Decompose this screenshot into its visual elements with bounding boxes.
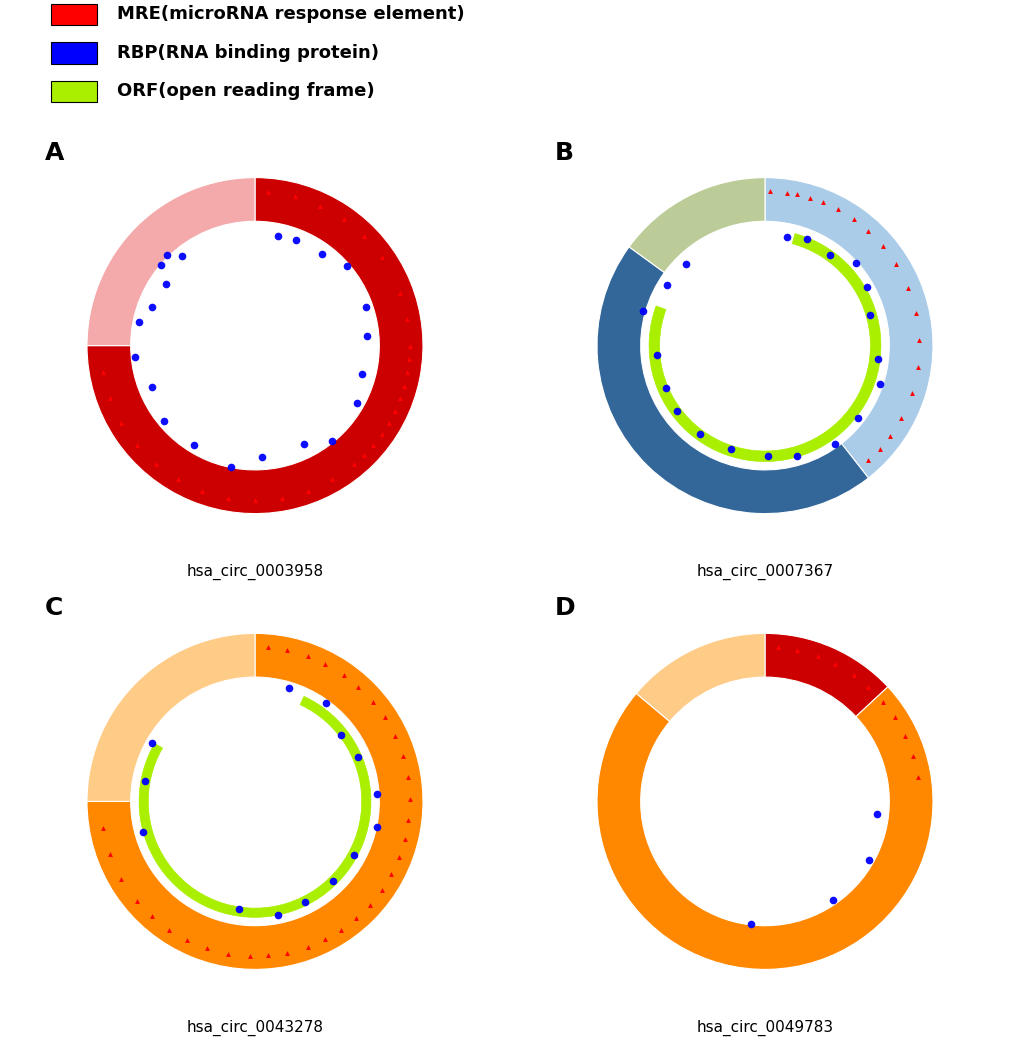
Text: hsa_circ_0049783: hsa_circ_0049783 — [696, 1020, 833, 1036]
Wedge shape — [629, 178, 764, 272]
Wedge shape — [87, 634, 255, 801]
Wedge shape — [596, 247, 867, 514]
Wedge shape — [87, 178, 423, 514]
Bar — [51, 81, 97, 102]
Wedge shape — [87, 178, 255, 346]
Wedge shape — [596, 687, 932, 970]
Wedge shape — [648, 233, 880, 461]
Wedge shape — [764, 634, 887, 717]
Wedge shape — [636, 634, 764, 722]
Text: ORF(open reading frame): ORF(open reading frame) — [117, 82, 375, 100]
Wedge shape — [139, 696, 371, 917]
Text: MRE(microRNA response element): MRE(microRNA response element) — [117, 5, 465, 23]
Text: hsa_circ_0043278: hsa_circ_0043278 — [186, 1020, 323, 1036]
Text: hsa_circ_0007367: hsa_circ_0007367 — [696, 564, 833, 580]
Bar — [51, 42, 97, 64]
Text: B: B — [554, 141, 574, 164]
Text: A: A — [45, 141, 64, 164]
Wedge shape — [764, 178, 932, 478]
Text: C: C — [45, 597, 63, 620]
Text: RBP(RNA binding protein): RBP(RNA binding protein) — [117, 43, 379, 61]
Bar — [51, 4, 97, 25]
Wedge shape — [87, 634, 423, 970]
Text: hsa_circ_0003958: hsa_circ_0003958 — [186, 564, 323, 580]
Text: D: D — [554, 597, 575, 620]
